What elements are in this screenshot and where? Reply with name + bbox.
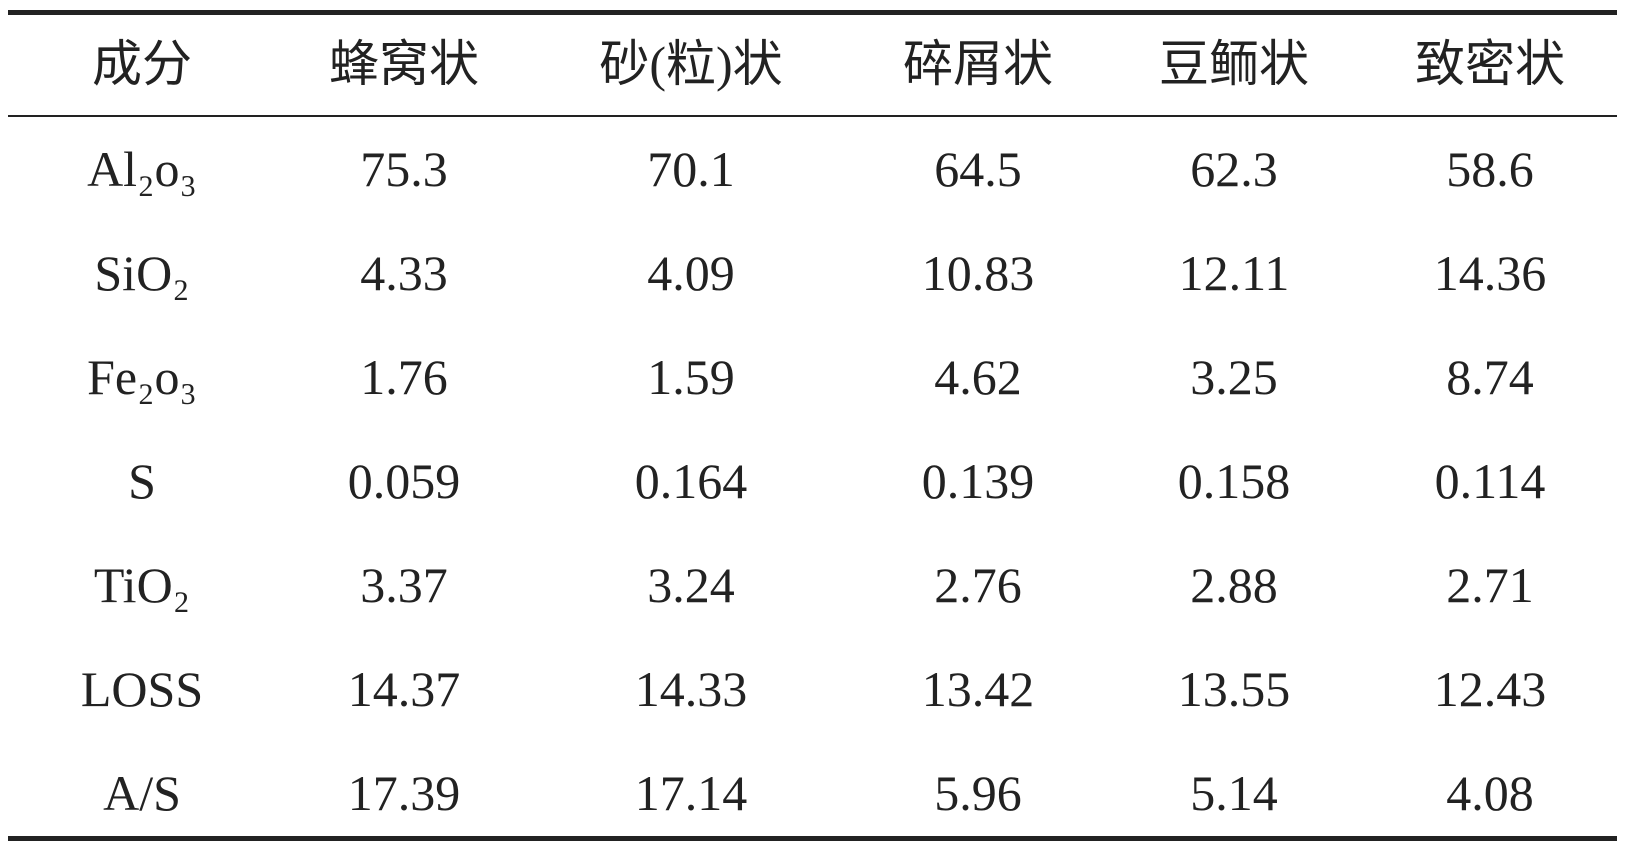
top-rule <box>8 10 1617 15</box>
data-cell: 1.76 <box>360 349 448 405</box>
data-cell: 75.3 <box>360 141 448 197</box>
data-cell: 4.08 <box>1446 765 1534 821</box>
data-cell: 3.24 <box>647 557 735 613</box>
data-cell: 14.36 <box>1433 245 1547 301</box>
data-cell: 2.76 <box>934 557 1022 613</box>
header-cell: 豆鲕状 <box>1159 36 1309 92</box>
header-cell: 蜂窝状 <box>329 36 479 92</box>
data-cell: 4.09 <box>647 245 735 301</box>
row-label: Al₂o₃ <box>87 141 197 197</box>
data-cell: 8.74 <box>1446 349 1534 405</box>
data-cell: 14.33 <box>634 661 748 717</box>
data-cell: 5.14 <box>1190 765 1278 821</box>
data-cell: 12.11 <box>1178 245 1290 301</box>
data-cell: 1.59 <box>647 349 735 405</box>
data-cell: 2.71 <box>1446 557 1534 613</box>
row-label: SiO₂ <box>94 245 190 301</box>
data-cell: 12.43 <box>1433 661 1547 717</box>
header-cell: 成分 <box>92 36 192 92</box>
data-cell: 17.14 <box>634 765 748 821</box>
data-cell: 2.88 <box>1190 557 1278 613</box>
data-cell: 13.42 <box>921 661 1035 717</box>
data-cell: 14.37 <box>347 661 461 717</box>
data-cell: 17.39 <box>347 765 461 821</box>
header-rule <box>8 115 1617 117</box>
data-cell: 3.25 <box>1190 349 1278 405</box>
row-label: TiO₂ <box>93 557 191 613</box>
data-cell: 70.1 <box>647 141 735 197</box>
data-cell: 0.164 <box>634 453 748 509</box>
header-cell: 砂(粒)状 <box>599 36 783 92</box>
data-cell: 4.33 <box>360 245 448 301</box>
data-cell: 62.3 <box>1190 141 1278 197</box>
data-cell: 0.158 <box>1177 453 1291 509</box>
data-cell: 0.114 <box>1434 453 1546 509</box>
bottom-rule <box>8 836 1617 841</box>
row-label: Fe₂o₃ <box>87 349 197 405</box>
header-cell: 致密状 <box>1415 36 1565 92</box>
data-cell: 5.96 <box>934 765 1022 821</box>
row-label: LOSS <box>80 661 204 717</box>
data-cell: 58.6 <box>1446 141 1534 197</box>
row-label: A/S <box>103 765 181 821</box>
data-cell: 0.139 <box>921 453 1035 509</box>
data-cell: 10.83 <box>921 245 1035 301</box>
data-cell: 13.55 <box>1177 661 1291 717</box>
data-cell: 3.37 <box>360 557 448 613</box>
data-cell: 0.059 <box>347 453 461 509</box>
header-cell: 碎屑状 <box>903 36 1053 92</box>
row-label: S <box>128 453 156 509</box>
data-cell: 4.62 <box>934 349 1022 405</box>
data-cell: 64.5 <box>934 141 1022 197</box>
